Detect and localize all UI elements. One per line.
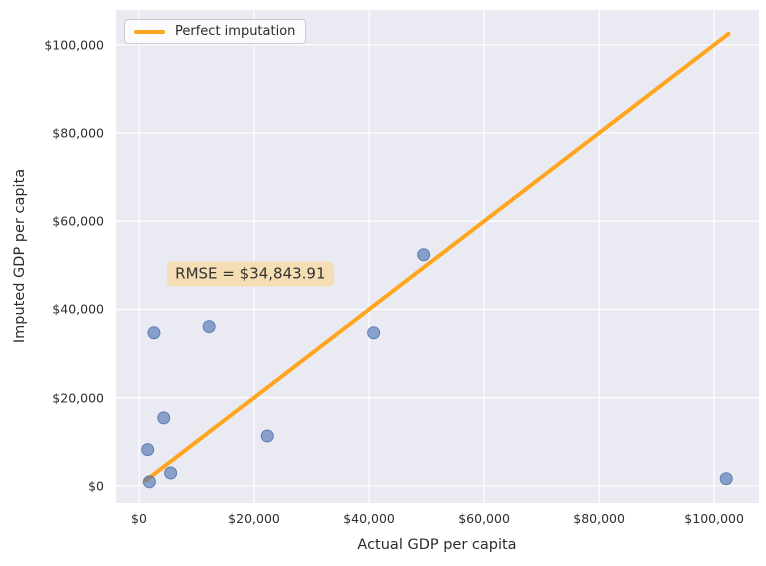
legend-line-swatch xyxy=(134,29,165,34)
scatter-point xyxy=(417,248,431,262)
scatter-point xyxy=(719,472,733,486)
y-tick-label: $40,000 xyxy=(52,301,104,317)
x-tick-label: $60,000 xyxy=(458,511,510,526)
perfect-imputation-line xyxy=(143,31,731,483)
scatter-point xyxy=(157,411,171,425)
y-tick-label: $60,000 xyxy=(52,213,104,229)
plot-canvas xyxy=(116,10,759,503)
scatter-point xyxy=(147,326,161,340)
scatter-point xyxy=(260,429,274,443)
y-tick-label: $100,000 xyxy=(44,37,104,53)
scatter-point xyxy=(142,475,156,489)
x-axis-title: Actual GDP per capita xyxy=(357,537,517,553)
scatter-point xyxy=(202,320,216,334)
y-axis-title: Imputed GDP per capita xyxy=(12,168,28,344)
x-tick-label: $20,000 xyxy=(228,511,280,526)
x-tick-label: $80,000 xyxy=(573,511,625,526)
scatter-point xyxy=(141,443,155,457)
legend-label: Perfect imputation xyxy=(175,24,296,39)
scatter-point xyxy=(164,466,178,480)
y-tick-label: $20,000 xyxy=(52,390,104,406)
scatter-point xyxy=(367,326,381,340)
x-tick-label: $40,000 xyxy=(343,511,395,526)
y-tick-label: $0 xyxy=(88,478,104,494)
plot-area: Perfect imputation RMSE = $34,843.91 xyxy=(116,10,759,503)
x-tick-label: $100,000 xyxy=(684,511,744,526)
y-tick-label: $80,000 xyxy=(52,125,104,141)
x-tick-label: $0 xyxy=(131,511,147,526)
legend: Perfect imputation xyxy=(124,19,307,44)
rmse-annotation: RMSE = $34,843.91 xyxy=(167,261,334,287)
